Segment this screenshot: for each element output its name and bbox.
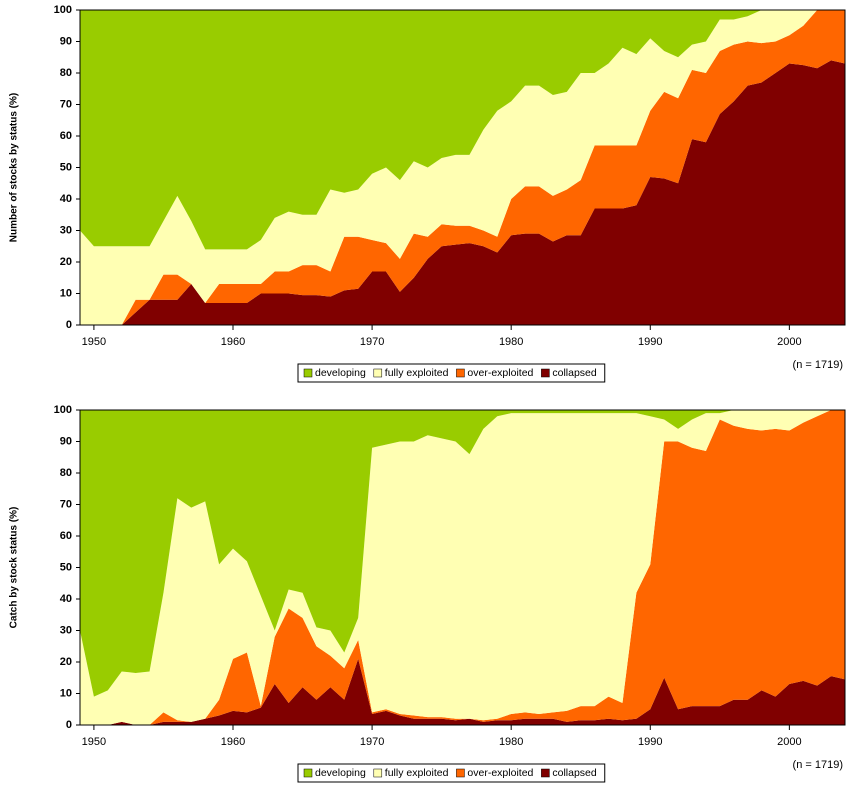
x-tick-label: 1950 xyxy=(82,336,106,348)
y-tick-label: 90 xyxy=(60,435,72,447)
area xyxy=(80,410,845,725)
legend-box xyxy=(297,763,606,783)
x-tick-label: 1960 xyxy=(221,336,245,348)
legend-swatch xyxy=(456,368,465,378)
x-tick-label: 1990 xyxy=(638,336,662,348)
y-tick-label: 100 xyxy=(54,404,72,416)
area xyxy=(80,410,845,697)
legend-swatch xyxy=(373,368,383,378)
x-tick-label: 1980 xyxy=(499,336,523,348)
y-tick-label: 100 xyxy=(54,4,72,16)
legend-swatch xyxy=(303,768,313,778)
y-tick-label: 30 xyxy=(60,624,72,636)
legend-box xyxy=(297,363,606,383)
area xyxy=(80,658,845,725)
y-tick-label: 60 xyxy=(60,530,72,542)
y-tick-label: 50 xyxy=(60,161,72,173)
note: (n = 1719) xyxy=(793,359,843,371)
y-tick-label: 40 xyxy=(60,193,72,205)
y-tick-label: 0 xyxy=(66,319,72,331)
y-tick-label: 80 xyxy=(60,67,72,79)
y-tick-label: 50 xyxy=(60,561,72,573)
x-tick-label: 1960 xyxy=(221,736,245,748)
area xyxy=(80,10,845,325)
x-tick-label: 2000 xyxy=(777,736,801,748)
y-tick-label: 40 xyxy=(60,593,72,605)
area xyxy=(80,10,845,325)
legend-swatch xyxy=(456,768,465,778)
area xyxy=(80,60,845,326)
legend: developing fully exploited over-exploited c… xyxy=(297,363,606,383)
y-tick-label: 90 xyxy=(60,35,72,47)
y-tick-label: 70 xyxy=(60,498,72,510)
y-tick-label: 30 xyxy=(60,224,72,236)
legend-label: fully exploited xyxy=(385,367,449,379)
note: (n = 1719) xyxy=(793,759,843,771)
y-axis-label: Catch by stock status (%) xyxy=(9,507,20,629)
legend-label: over-exploited xyxy=(467,367,533,379)
legend-swatch xyxy=(541,768,550,778)
legend-label: collapsed xyxy=(552,367,597,379)
x-tick-label: 2000 xyxy=(777,336,801,348)
legend-label: developing xyxy=(315,767,366,779)
y-tick-label: 0 xyxy=(66,719,72,731)
area xyxy=(80,410,845,725)
x-tick-label: 1980 xyxy=(499,736,523,748)
legend-swatch xyxy=(373,768,383,778)
legend: developing fully exploited over-exploited c… xyxy=(297,763,606,783)
legend-label: fully exploited xyxy=(385,767,449,779)
y-tick-label: 10 xyxy=(60,287,72,299)
x-tick-label: 1950 xyxy=(82,736,106,748)
legend-label: collapsed xyxy=(552,767,597,779)
legend-label: developing xyxy=(315,367,366,379)
legend-swatch xyxy=(541,368,550,378)
y-tick-label: 20 xyxy=(60,656,72,668)
y-tick-label: 20 xyxy=(60,256,72,268)
legend-swatch xyxy=(303,368,313,378)
area xyxy=(80,10,845,250)
y-tick-label: 80 xyxy=(60,467,72,479)
y-axis-label: Number of stocks by status (%) xyxy=(9,93,20,242)
x-tick-label: 1970 xyxy=(360,736,384,748)
legend-label: over-exploited xyxy=(467,767,533,779)
x-tick-label: 1970 xyxy=(360,336,384,348)
y-tick-label: 10 xyxy=(60,687,72,699)
x-tick-label: 1990 xyxy=(638,736,662,748)
y-tick-label: 60 xyxy=(60,130,72,142)
y-tick-label: 70 xyxy=(60,98,72,110)
